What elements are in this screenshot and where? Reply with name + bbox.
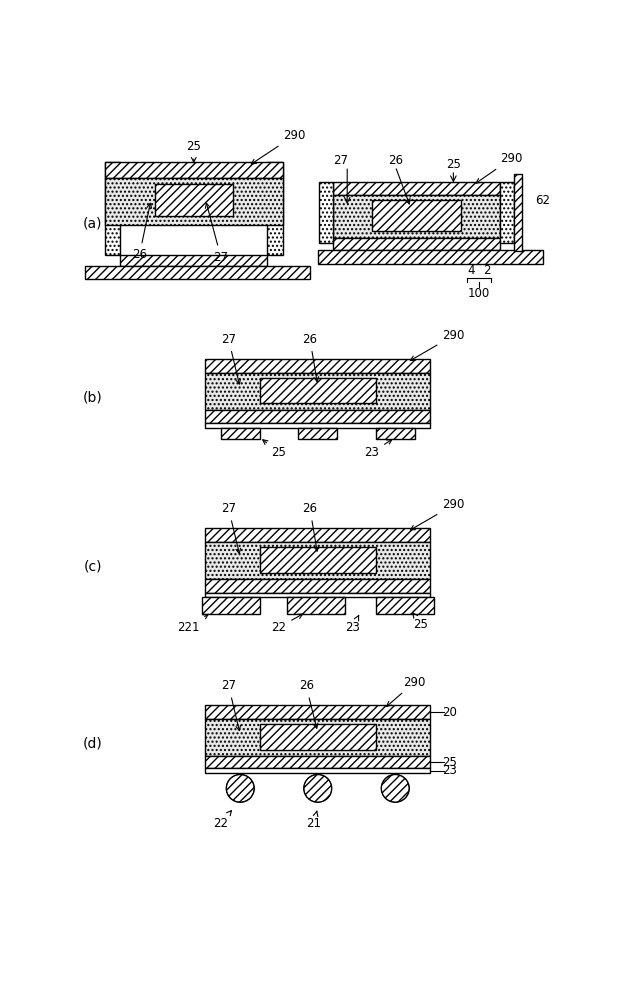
Bar	[205, 768, 430, 773]
Text: 27: 27	[205, 203, 228, 264]
Bar	[205, 528, 430, 542]
Bar	[105, 162, 283, 178]
Bar	[376, 597, 434, 614]
Text: 27: 27	[221, 333, 241, 384]
Text: (d): (d)	[83, 737, 103, 751]
Bar	[334, 182, 500, 195]
Text: 290: 290	[476, 152, 523, 183]
Text: 26: 26	[388, 154, 403, 167]
Bar	[298, 428, 337, 439]
Bar	[376, 428, 415, 439]
Text: 25: 25	[446, 158, 461, 171]
Text: 26: 26	[299, 679, 318, 728]
Bar	[155, 184, 232, 216]
Bar	[205, 593, 430, 597]
Bar	[205, 423, 430, 428]
Bar	[205, 579, 430, 593]
Text: 23: 23	[442, 764, 457, 777]
Circle shape	[226, 774, 254, 802]
Bar	[205, 410, 430, 423]
Text: 26: 26	[303, 333, 319, 382]
Text: 4: 4	[467, 264, 475, 277]
Text: 290: 290	[251, 129, 306, 164]
Bar	[514, 174, 521, 251]
Bar	[267, 162, 283, 255]
Bar	[205, 705, 430, 719]
Bar	[500, 182, 514, 243]
Bar	[334, 238, 500, 250]
Text: 22: 22	[272, 614, 303, 634]
Bar	[372, 200, 461, 231]
Text: 2: 2	[483, 264, 490, 277]
Bar	[105, 162, 120, 255]
Text: (c): (c)	[84, 560, 102, 574]
Bar	[260, 724, 376, 750]
Bar	[202, 597, 260, 614]
Text: 290: 290	[387, 676, 426, 706]
Bar	[86, 266, 310, 279]
Bar	[317, 250, 542, 264]
Bar	[260, 547, 376, 573]
Text: 23: 23	[365, 439, 392, 459]
Bar	[319, 182, 334, 243]
Circle shape	[381, 774, 409, 802]
Bar	[105, 178, 283, 225]
Bar	[205, 373, 430, 410]
Text: (a): (a)	[83, 217, 103, 231]
Text: 26: 26	[303, 502, 319, 551]
Bar	[221, 428, 260, 439]
Text: 221: 221	[177, 614, 208, 634]
Text: 21: 21	[306, 811, 321, 830]
Bar	[205, 756, 430, 768]
Text: 25: 25	[413, 613, 428, 631]
Bar	[205, 359, 430, 373]
Text: 290: 290	[410, 498, 464, 530]
Text: 62: 62	[535, 194, 550, 207]
Text: 25: 25	[263, 440, 286, 459]
Bar	[120, 255, 267, 266]
Text: 22: 22	[213, 811, 231, 830]
Bar	[334, 195, 500, 238]
Bar	[260, 378, 376, 403]
Text: 27: 27	[334, 154, 348, 167]
Text: 23: 23	[345, 615, 360, 634]
Text: 100: 100	[468, 287, 490, 300]
Bar	[205, 542, 430, 579]
Circle shape	[304, 774, 332, 802]
Text: 290: 290	[410, 329, 464, 361]
Text: 20: 20	[442, 706, 457, 719]
Bar	[205, 719, 430, 756]
Text: 25: 25	[442, 756, 457, 769]
Text: (b): (b)	[83, 390, 103, 404]
Text: 27: 27	[221, 679, 241, 731]
Text: 25: 25	[187, 140, 201, 162]
Text: 27: 27	[221, 502, 241, 553]
Text: 26: 26	[132, 203, 152, 261]
Bar	[286, 597, 345, 614]
